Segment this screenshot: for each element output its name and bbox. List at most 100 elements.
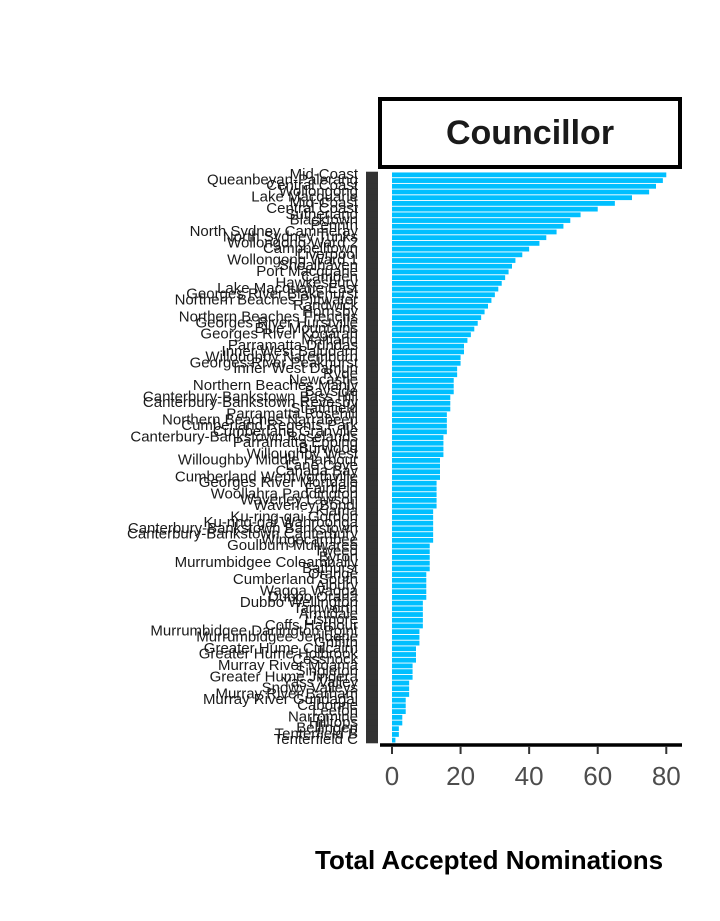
facet-strip <box>378 97 682 169</box>
y-tick-label: Snowy Valleys <box>262 680 358 697</box>
bar <box>392 332 471 338</box>
bar <box>392 263 512 269</box>
bar <box>392 589 427 595</box>
bar <box>392 326 475 332</box>
x-axis-title: Total Accepted Nominations <box>315 845 663 875</box>
y-tick-label: Newcastle <box>289 371 358 388</box>
bar <box>392 515 434 520</box>
y-tick-label: Cumberland Wentworthville <box>175 468 358 485</box>
y-tick-label: Murrumbidgee Jerilderie <box>196 628 358 645</box>
y-tick-label: Goulburn Mulwaree <box>227 537 358 554</box>
bar <box>392 703 406 709</box>
bar <box>392 463 440 469</box>
y-tick-label: Georges River Peakhurst <box>190 354 359 371</box>
bar <box>392 663 413 669</box>
y-tick-label: Cabonne <box>297 697 358 714</box>
bar <box>392 383 454 389</box>
y-tick-label: Lane Cove <box>285 457 358 474</box>
bar <box>392 532 434 537</box>
bar <box>392 309 485 315</box>
bar <box>392 246 530 252</box>
y-tick-label: Murray River Gundagai <box>203 691 358 708</box>
bar <box>392 509 434 515</box>
y-tick-label: Blacktown <box>290 212 358 229</box>
y-tick-label: Parramatta Dundas <box>228 337 358 354</box>
bar <box>392 201 615 206</box>
y-tick-label: Parramatta Rosehill <box>226 406 358 423</box>
bar <box>392 652 416 657</box>
bar <box>392 298 492 303</box>
bar <box>392 640 420 646</box>
y-tick-label: Bayside <box>305 383 358 400</box>
bar <box>392 572 427 577</box>
bar <box>392 286 499 292</box>
bar <box>392 240 540 246</box>
y-tick-label: Lismore <box>305 611 358 628</box>
x-tick-label: 40 <box>515 761 544 791</box>
bar <box>392 400 451 406</box>
y-tick-label: Tenterfield C <box>274 731 358 748</box>
bar <box>392 720 403 726</box>
bar <box>392 543 430 549</box>
bar <box>392 235 547 241</box>
y-tick-label: Wollongong Ward 2 <box>227 234 358 251</box>
y-tick-label: Inner West Baludarri <box>222 343 358 360</box>
y-tick-label: Dubbo Wellington <box>240 594 358 611</box>
y-tick-label: Hawkesbury <box>275 274 358 291</box>
bar <box>392 223 564 229</box>
bar <box>392 600 423 606</box>
bar <box>392 560 430 566</box>
x-tick-label: 80 <box>652 761 681 791</box>
y-tick-label: Willoughby Naremburn <box>205 349 358 366</box>
bar <box>392 440 444 446</box>
y-tick-label: Strathfield <box>290 400 358 417</box>
bar <box>392 497 437 503</box>
y-tick-label: Northern Beaches Narrabeen <box>162 411 358 428</box>
bar <box>392 423 447 429</box>
bar <box>392 737 396 743</box>
y-tick-label: Maitland <box>301 331 358 348</box>
bar <box>392 566 430 572</box>
bar <box>392 657 416 663</box>
bar <box>392 206 598 212</box>
bar <box>392 338 468 343</box>
y-tick-label: Lake Macquarie <box>251 189 358 206</box>
bar <box>392 372 458 378</box>
bar <box>392 634 420 640</box>
bar <box>392 172 667 178</box>
bar <box>392 366 458 372</box>
bar <box>392 520 434 526</box>
y-tick-label: Murrumbidgee Coleambally <box>175 554 359 571</box>
bar <box>392 486 437 492</box>
y-tick-label: Cumberland Regents Park <box>181 417 358 434</box>
bar <box>392 218 571 223</box>
y-tick-label: Fairfield <box>305 480 358 497</box>
y-tick-label: Northern Beaches Manly <box>193 377 359 394</box>
y-tick-label: Cumberland Granville <box>213 423 358 440</box>
y-tick-label: Orange <box>308 566 358 583</box>
y-tick-label: Tweed <box>314 543 358 560</box>
bar <box>392 269 509 275</box>
bar <box>392 275 506 281</box>
y-tick-label: Hornsby <box>302 303 358 320</box>
bar <box>392 526 434 532</box>
y-tick-label: Bellingen <box>296 720 358 737</box>
bar <box>392 594 427 600</box>
bar <box>392 446 444 452</box>
y-tick-label: Leeton <box>312 703 358 720</box>
bar <box>392 435 444 440</box>
y-tick-label: Northern Beaches Pittwater <box>175 291 358 308</box>
bar <box>392 212 581 218</box>
y-tick-label: Waverley Lawson <box>240 491 358 508</box>
y-tick-label: Canterbury-Bankstown Bankstown <box>128 520 358 537</box>
bar <box>392 395 451 400</box>
y-tick-label: Canterbury-Bankstown Revesby <box>143 394 359 411</box>
y-tick-label: Penrith <box>310 217 358 234</box>
y-tick-label: Ku-ring-gai Wahroonga <box>203 514 358 531</box>
y-tick-label: Tenterfield B <box>275 725 358 742</box>
bar <box>392 195 632 201</box>
bar <box>392 732 399 737</box>
y-tick-label: North Sydney Tunks <box>223 229 358 246</box>
bar <box>392 726 399 732</box>
